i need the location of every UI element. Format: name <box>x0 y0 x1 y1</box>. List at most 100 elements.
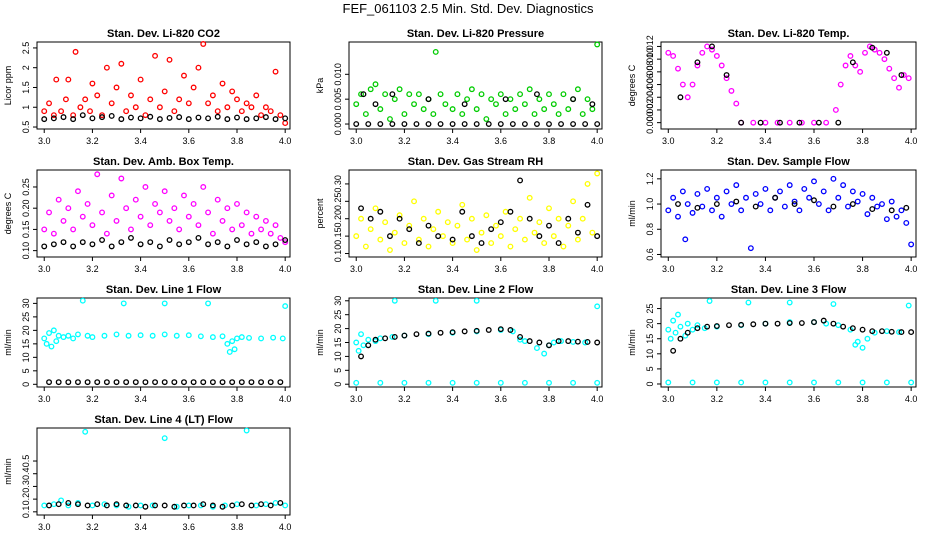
x-tick-label: 3.2 <box>398 394 411 404</box>
data-point <box>798 119 805 126</box>
data-point <box>79 213 86 220</box>
data-point <box>94 171 101 178</box>
data-point <box>62 96 69 103</box>
data-point <box>411 101 418 108</box>
y-tick-label: 25 <box>21 312 31 322</box>
data-point <box>377 379 384 386</box>
data-point <box>536 96 543 103</box>
data-point <box>89 80 96 87</box>
x-tick-label: 3.4 <box>759 136 772 146</box>
data-point <box>253 213 260 220</box>
data-point <box>432 48 439 55</box>
data-point <box>253 239 260 246</box>
chart-title: Stan. Dev. Li-820 CO2 <box>107 28 220 40</box>
data-point <box>142 379 149 386</box>
data-point <box>565 215 572 222</box>
data-point <box>747 245 754 252</box>
data-point <box>401 111 408 118</box>
data-point <box>893 213 900 220</box>
x-tick-label: 3.8 <box>543 136 556 146</box>
data-point <box>142 184 149 190</box>
data-point <box>401 121 408 127</box>
data-point <box>123 108 130 115</box>
data-point <box>854 338 861 345</box>
data-point <box>555 338 562 345</box>
data-point <box>382 335 389 342</box>
y-axis-label: ml/min <box>315 329 325 356</box>
data-point <box>675 65 681 72</box>
data-point <box>406 222 413 229</box>
data-point <box>358 353 364 360</box>
data-point <box>262 501 269 508</box>
data-point <box>387 233 393 240</box>
data-point <box>166 237 173 243</box>
data-point <box>132 196 139 203</box>
data-point <box>99 114 106 121</box>
data-point <box>55 196 62 203</box>
data-point <box>75 379 81 386</box>
plot-frame <box>348 41 603 130</box>
x-tick-label: 3.6 <box>808 264 821 274</box>
data-point <box>854 198 861 205</box>
data-point <box>391 229 398 236</box>
y-tick-label: 15 <box>333 337 343 347</box>
data-point <box>849 188 856 195</box>
y-tick-label: 0.004 <box>645 86 655 109</box>
data-point <box>449 236 456 243</box>
data-point <box>195 222 202 229</box>
data-point <box>55 332 62 339</box>
data-point <box>243 100 250 107</box>
data-point <box>387 247 393 253</box>
y-axis-label: percent <box>315 198 325 229</box>
data-point <box>811 379 817 386</box>
data-point <box>219 379 226 386</box>
x-tick-label: 3.2 <box>86 264 99 274</box>
x-tick-label: 3.8 <box>543 264 556 274</box>
data-point <box>459 201 466 208</box>
data-point <box>185 116 192 123</box>
data-point <box>382 219 389 226</box>
series-2 <box>41 234 289 250</box>
data-point <box>77 104 84 111</box>
data-point <box>377 121 384 127</box>
y-tick-label: 1.0 <box>645 198 655 211</box>
data-point <box>103 230 110 237</box>
data-point <box>473 247 480 253</box>
data-point <box>896 84 902 91</box>
data-point <box>137 76 144 83</box>
data-point <box>243 241 250 248</box>
data-point <box>425 121 432 127</box>
data-point <box>89 115 96 122</box>
x-tick-label: 3.4 <box>134 394 147 404</box>
data-point <box>406 91 413 98</box>
data-point <box>195 64 202 71</box>
data-point <box>565 106 572 113</box>
data-point <box>869 44 876 51</box>
data-point <box>411 198 418 205</box>
data-point <box>684 94 691 101</box>
data-point <box>358 205 364 212</box>
data-point <box>473 121 480 127</box>
data-point <box>485 327 492 333</box>
data-point <box>353 121 360 127</box>
x-tick-label: 3.0 <box>38 136 51 146</box>
data-point <box>574 86 581 93</box>
data-point <box>526 338 533 345</box>
data-point <box>166 217 173 224</box>
data-point <box>267 108 274 115</box>
x-tick-label: 4.0 <box>591 264 604 274</box>
data-point <box>874 203 881 210</box>
page-title: FEF_061103 2.5 Min. Std. Dev. Diagnostic… <box>342 1 594 16</box>
data-point <box>277 112 284 119</box>
data-point <box>224 104 231 111</box>
data-point <box>726 322 732 329</box>
data-point <box>231 346 238 353</box>
data-point <box>46 100 52 107</box>
data-point <box>365 121 372 127</box>
y-tick-label: 0.25 <box>333 193 343 211</box>
data-point <box>811 319 817 326</box>
data-point <box>823 119 830 126</box>
x-tick-label: 3.0 <box>662 136 675 146</box>
chart-title: Stan. Dev. Line 4 (LT) Flow <box>94 414 233 426</box>
data-point <box>437 121 444 127</box>
